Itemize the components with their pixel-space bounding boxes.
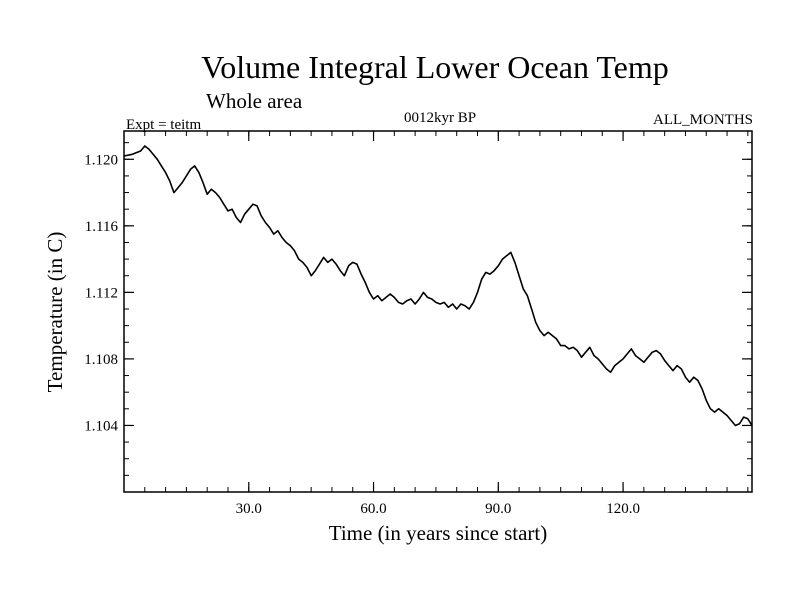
y-axis-label: Temperature (in C) — [43, 232, 67, 393]
x-axis-label: Time (in years since start) — [329, 521, 548, 545]
chart-subtitle: Whole area — [206, 89, 303, 113]
x-tick-label: 30.0 — [236, 501, 262, 517]
y-tick-label: 1.108 — [84, 352, 118, 368]
series-line — [123, 145, 753, 427]
x-axis-ticks: 30.0 60.0 90.0 120.0 — [144, 131, 749, 517]
months-label: ALL_MONTHS — [653, 112, 753, 128]
x-tick-label: 90.0 — [485, 501, 511, 517]
y-tick-label: 1.104 — [84, 418, 118, 434]
x-tick-label: 60.0 — [360, 501, 386, 517]
chart-title: Volume Integral Lower Ocean Temp — [201, 49, 669, 85]
y-tick-label: 1.112 — [85, 285, 118, 301]
experiment-label: Expt = teitm — [126, 117, 201, 133]
series-group — [123, 145, 753, 427]
y-tick-label: 1.116 — [85, 219, 119, 235]
y-axis-ticks: 1.104 1.108 1.112 1.116 1.120 — [84, 142, 752, 476]
period-label: 0012kyr BP — [404, 110, 476, 126]
x-tick-label: 120.0 — [606, 501, 640, 517]
y-tick-label: 1.120 — [84, 152, 118, 168]
plot-frame — [123, 130, 753, 493]
